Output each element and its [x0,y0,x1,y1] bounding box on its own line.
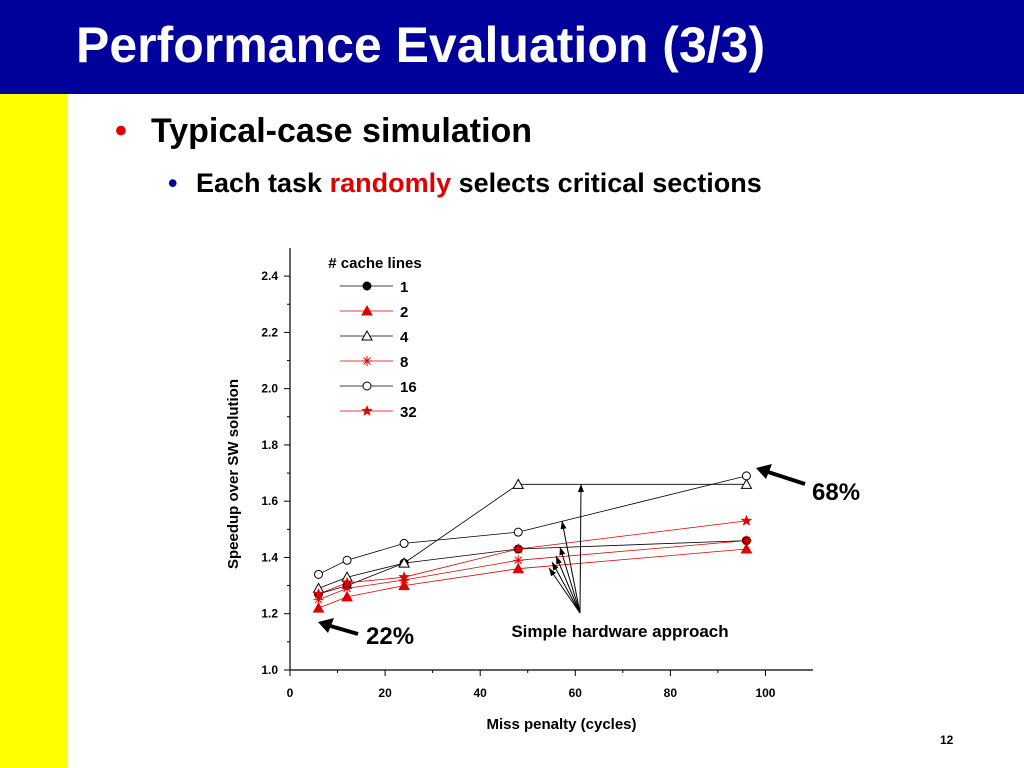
bullet2-text-post: selects critical sections [451,168,762,198]
hardware-arrow-head [552,562,559,571]
hardware-arrow [551,561,581,614]
hardware-arrow-head [560,521,567,530]
data-point-series-16 [513,527,523,537]
asterisk-stroke [363,357,371,365]
legend-marker-4 [361,329,373,341]
y-tick-label: 1.8 [261,438,278,452]
x-tick-label: 60 [569,686,583,700]
y-tick-label: 2.4 [261,269,278,283]
x-tick-label: 40 [474,686,488,700]
side-bar [0,94,67,768]
series-line-16 [318,475,747,575]
y-tick-label: 2.0 [261,382,278,396]
legend-label: 8 [400,354,408,371]
data-point-series-16 [342,555,352,565]
data-point-series-4 [398,557,410,568]
x-tick-label: 20 [378,686,392,700]
legend-title: # cache lines [328,255,421,272]
arrow-68-head [756,464,772,479]
data-point-series-8 [513,555,524,566]
bullet2-text-pre: Each task [196,168,330,198]
arrow-68-shaft [764,469,806,486]
data-point-series-8 [741,535,752,546]
bullet-level1: • Typical-case simulation [115,112,532,151]
y-axis-label: Speedup over SW solution [225,379,242,569]
legend-label: 2 [400,304,408,321]
data-point-series-2 [398,579,410,591]
bullet-dot-icon: • [115,112,127,150]
legend-marker-8 [362,356,372,366]
slide-title: Performance Evaluation (3/3) [76,17,766,73]
hardware-arrow [559,546,581,614]
page-number: 12 [940,733,954,747]
data-point-series-32 [740,514,753,526]
bullet-level2: • Each task randomly selects critical sec… [168,168,762,199]
legend-label: 4 [400,329,409,346]
title-bar [0,0,1024,94]
y-tick-label: 1.6 [261,494,278,508]
series-line-4 [318,483,747,589]
legend-label: 1 [400,279,408,296]
y-tick-label: 1.4 [261,550,278,564]
data-point-series-32 [398,570,410,583]
annotation-22: 22% [366,623,414,650]
legend-marker-32 [361,404,373,416]
x-tick-label: 100 [755,686,775,700]
x-tick-label: 80 [664,686,678,700]
annotation-hardware: Simple hardware approach [511,622,728,641]
data-point-series-2 [512,562,525,574]
hardware-arrow-head [577,484,584,493]
hardware-arrow [548,567,581,614]
data-point-series-16 [314,569,324,579]
asterisk-stroke [514,556,523,565]
hardware-arrow-head [556,556,562,565]
data-point-series-32 [312,587,325,600]
data-point-series-4 [740,478,753,489]
hardware-arrow-head [549,568,557,577]
bullet-dot-icon: • [168,168,178,198]
x-tick-label: 0 [287,686,294,700]
data-point-series-16 [399,538,409,548]
y-tick-label: 2.2 [261,325,278,339]
legend-marker-2 [361,304,373,316]
arrow-22-head [318,618,334,633]
bullet2-highlight: randomly [329,168,452,198]
hardware-arrow [555,555,581,614]
legend-marker-1 [362,281,372,291]
data-point-series-2 [740,542,753,554]
hardware-arrow-head [559,547,566,556]
data-point-series-2 [312,602,325,613]
annotation-68: 68% [812,479,860,506]
data-point-series-2 [341,590,353,602]
series-line-2 [318,548,747,609]
y-tick-label: 1.2 [261,607,278,621]
bullet1-text: Typical-case simulation [151,112,533,150]
legend-label: 32 [400,404,417,421]
asterisk-stroke [742,536,751,545]
data-point-series-16 [741,471,751,481]
arrow-22-shaft [326,623,359,636]
data-point-series-4 [512,478,525,489]
legend-marker-16 [362,381,372,391]
hardware-arrow [561,520,581,614]
y-tick-label: 1.0 [261,663,278,677]
data-point-series-32 [512,542,525,555]
data-point-series-32 [341,576,353,588]
hardware-arrow [579,483,582,614]
x-axis-label: Miss penalty (cycles) [486,716,636,733]
legend-label: 16 [400,379,417,396]
